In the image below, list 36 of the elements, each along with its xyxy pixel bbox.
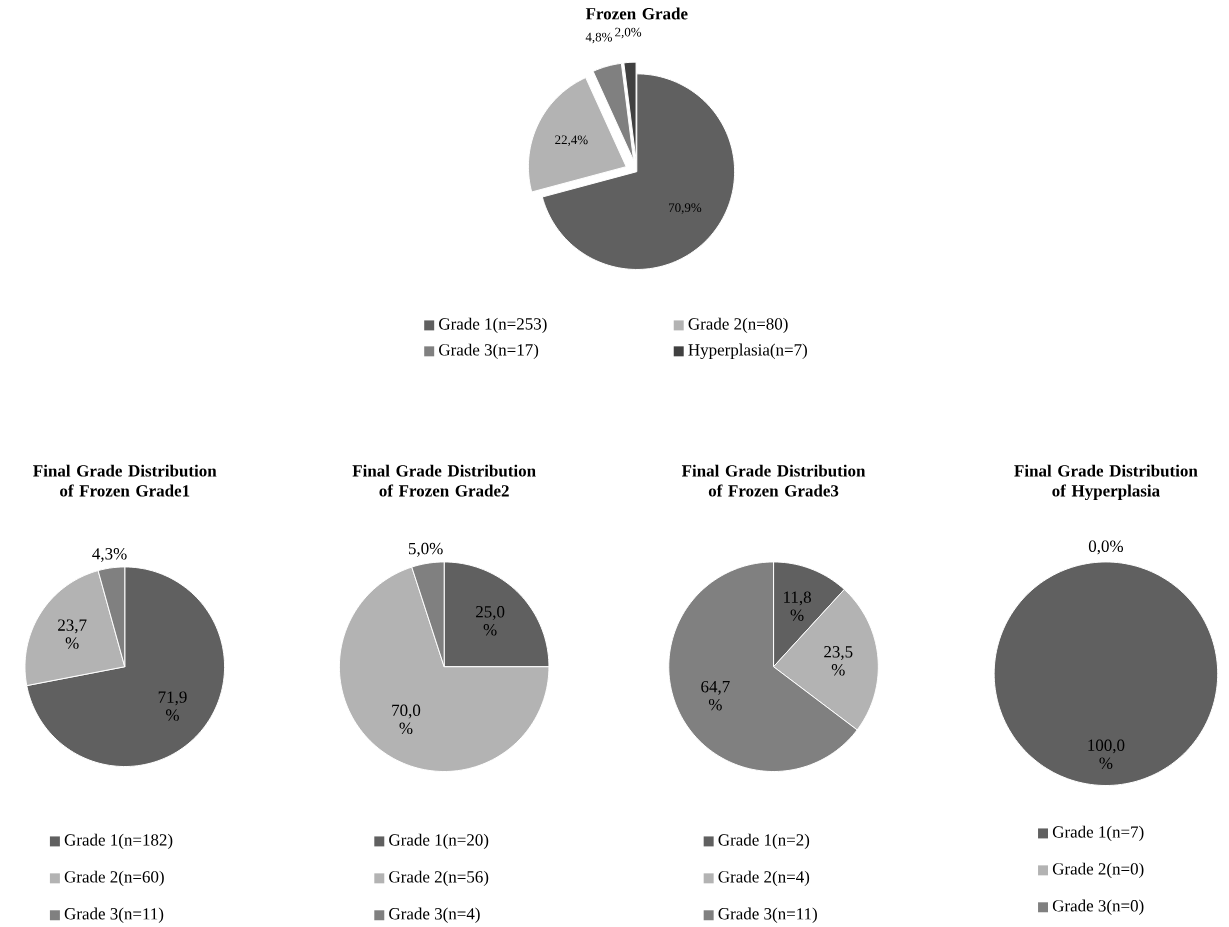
data-label: 4,3% bbox=[92, 547, 127, 562]
legend-label: Grade 2(n=0) bbox=[1052, 862, 1144, 878]
data-label: 70,9% bbox=[669, 203, 702, 214]
data-label: 4,8% bbox=[585, 32, 612, 44]
legend-label: Grade 1(n=7) bbox=[1052, 825, 1144, 842]
chart-title: Final Grade Distribution of Frozen Grade3 bbox=[681, 464, 866, 497]
legend-label: Hyperplasia(n=7) bbox=[688, 343, 807, 359]
data-label: 2,0% bbox=[615, 27, 642, 39]
legend-label: Grade 2(n=4) bbox=[718, 870, 810, 886]
legend-label: Grade 3(n=11) bbox=[718, 907, 817, 923]
data-label: 64,7 % bbox=[701, 680, 730, 711]
legend-label: Grade 1(n=253) bbox=[439, 317, 547, 333]
legend-label: Grade 3(n=17) bbox=[439, 343, 539, 359]
data-label: 25,0 % bbox=[476, 605, 505, 636]
data-label: 23,7 % bbox=[58, 619, 87, 649]
legend-label: Grade 3(n=11) bbox=[64, 907, 164, 923]
chart-title: Final Grade Distribution of Frozen Grade2 bbox=[352, 464, 536, 497]
data-label: 22,4% bbox=[555, 135, 588, 146]
data-label: 71,9 % bbox=[158, 691, 187, 721]
legend-label: Grade 1(n=20) bbox=[389, 833, 489, 849]
data-label: 11,8 % bbox=[784, 591, 811, 621]
legend-label: Grade 1(n=182) bbox=[64, 833, 173, 849]
legend-label: Grade 1(n=2) bbox=[718, 833, 810, 849]
data-label: 5,0% bbox=[408, 542, 443, 557]
legend-label: Grade 2(n=80) bbox=[688, 317, 788, 333]
chart-title: Frozen Grade bbox=[585, 7, 688, 20]
legend-label: Grade 2(n=60) bbox=[64, 870, 164, 886]
legend-label: Grade 3(n=0) bbox=[1052, 899, 1144, 915]
data-label: 100,0 % bbox=[1088, 739, 1125, 769]
legend-label: Grade 2(n=56) bbox=[389, 870, 489, 886]
chart-title: Final Grade Distribution of Frozen Grade1 bbox=[33, 464, 217, 497]
chart-title: Final Grade Distribution of Hyperplasia bbox=[1014, 464, 1198, 500]
text: 0,0% bbox=[1088, 540, 1124, 555]
data-label: 70,0 % bbox=[392, 704, 421, 734]
legend-label: Grade 3(n=4) bbox=[389, 907, 480, 923]
data-label: 23,5 % bbox=[824, 646, 853, 676]
